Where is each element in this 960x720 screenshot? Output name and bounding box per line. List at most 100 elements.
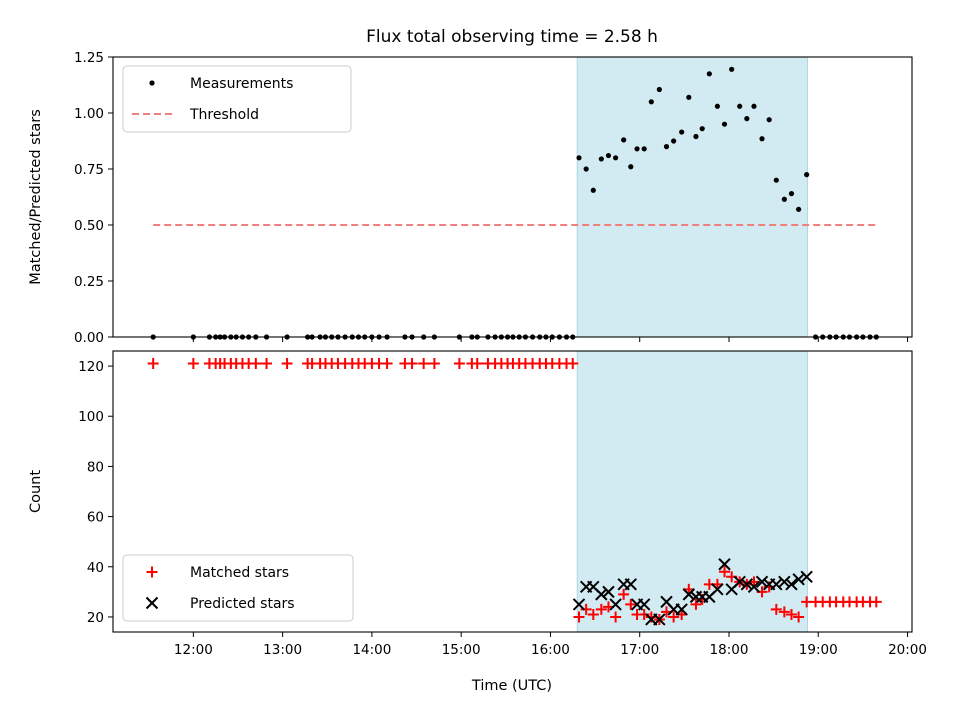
legend-box <box>122 65 352 133</box>
measurement-point <box>648 99 654 105</box>
measurement-point <box>576 155 582 161</box>
legend-label: Matched stars <box>190 565 289 581</box>
matched-star-point <box>250 358 262 370</box>
matched-star-point <box>785 608 797 620</box>
measurement-point <box>621 137 627 143</box>
measurement-point <box>721 121 728 127</box>
matched-star-point <box>406 358 418 370</box>
measurement-point <box>671 138 677 144</box>
measurement-point <box>766 117 772 123</box>
predicted-star-point <box>595 588 608 601</box>
y-tick-label: 120 <box>78 359 104 375</box>
matched-star-point <box>147 358 159 370</box>
predicted-star-point <box>682 588 696 601</box>
ratio-panel: 0.00 0.25 0.50 0.75 1.00 1.25 Matched/Predicte… <box>28 50 913 346</box>
plot-frame <box>112 56 913 338</box>
predicted-star-point <box>637 598 651 611</box>
predicted-star-point <box>770 578 783 591</box>
measurement-point <box>781 196 787 202</box>
matched-star-point <box>146 566 158 578</box>
predicted-star-point <box>609 598 622 611</box>
y-tick-label: 0.00 <box>74 330 104 346</box>
y-tick-label: 60 <box>87 510 104 526</box>
matched-star-point <box>418 358 430 370</box>
predicted-star-point <box>653 613 666 626</box>
predicted-star-point <box>602 585 615 599</box>
chart-title: Flux total observing time = 2.58 h <box>366 27 658 47</box>
legend-box <box>122 554 354 622</box>
matched-star-point <box>770 603 782 615</box>
predicted-star-point <box>785 578 798 591</box>
matched-star-point <box>690 598 702 610</box>
predicted-star-point <box>572 598 586 611</box>
measurement-point <box>693 133 699 140</box>
x-tick-label: 19:00 <box>799 642 838 658</box>
x-axis-title: Time (UTC) <box>471 678 552 694</box>
y-tick-label: 0.50 <box>74 218 104 234</box>
x-tick-label: 17:00 <box>620 642 659 658</box>
measurement-point <box>699 126 705 132</box>
x-tick-label: 14:00 <box>352 642 391 658</box>
measurement-point <box>744 116 750 122</box>
measurement-point <box>714 103 720 109</box>
legend: Matched stars Predicted stars <box>122 554 354 622</box>
predicted-star-point <box>675 603 688 616</box>
predicted-star-point <box>792 573 805 586</box>
measurement-point <box>706 71 712 77</box>
measurement-point <box>598 156 604 162</box>
predicted-star-point <box>800 570 813 584</box>
matched-star-point <box>471 358 483 370</box>
measurement-point <box>583 166 589 172</box>
measurement-point <box>788 191 795 197</box>
matched-star-point <box>668 611 680 623</box>
measurement-point <box>737 103 743 109</box>
predicted-star-point <box>755 575 769 589</box>
plot-frame <box>112 350 913 633</box>
predicted-star-point <box>718 558 731 571</box>
predicted-star-point <box>624 578 637 591</box>
legend: Measurements Threshold <box>122 65 352 133</box>
x-tick-label: 15:00 <box>442 642 481 658</box>
x-tick-label: 16:00 <box>531 642 570 658</box>
measurement-point <box>729 66 735 72</box>
predicted-star-point <box>778 575 791 589</box>
matched-star-point <box>638 608 650 620</box>
measurement-point <box>149 80 155 86</box>
matched-star-point <box>595 603 607 615</box>
matched-star-point <box>793 611 805 623</box>
matched-star-point <box>187 358 199 370</box>
y-tick-label: 40 <box>87 560 104 576</box>
matched-star-point <box>580 603 592 615</box>
measurement-point <box>628 164 634 170</box>
legend-label: Threshold <box>189 107 259 123</box>
matched-star-point <box>618 588 630 600</box>
matched-star-point <box>261 358 273 370</box>
y-tick-label: 80 <box>87 459 104 475</box>
x-tick-label: 12:00 <box>174 642 213 658</box>
y-tick-label: 0.25 <box>74 274 104 290</box>
matched-star-point <box>567 358 579 370</box>
measurement-point <box>605 152 612 159</box>
y-tick-label: 1.00 <box>74 106 104 122</box>
matched-star-point <box>428 358 440 370</box>
count-panel: 20 40 60 80 100 120 12:00 13:00 14:00 15:00 16:00 1… <box>28 350 927 658</box>
y-tick-label: 0.75 <box>74 162 104 178</box>
x-tick-label: 18:00 <box>710 642 749 658</box>
predicted-star-point <box>733 575 746 589</box>
measurement-point <box>773 177 779 183</box>
matched-star-point <box>453 358 465 370</box>
legend-label: Measurements <box>190 76 293 92</box>
measurement-point <box>656 86 662 93</box>
matched-star-point <box>719 566 731 578</box>
measurement-point <box>759 136 765 142</box>
predicted-star-point <box>145 596 159 610</box>
x-tick-label: 13:00 <box>263 642 302 658</box>
matched-star-point <box>870 596 882 608</box>
matched-star-point <box>281 358 293 370</box>
measurement-point <box>590 187 596 193</box>
x-tick-label: 20:00 <box>888 642 927 658</box>
y-tick-label: 1.25 <box>74 50 104 66</box>
measurement-point <box>804 172 810 178</box>
predicted-star-point <box>711 583 724 596</box>
matched-star-point <box>381 358 393 370</box>
